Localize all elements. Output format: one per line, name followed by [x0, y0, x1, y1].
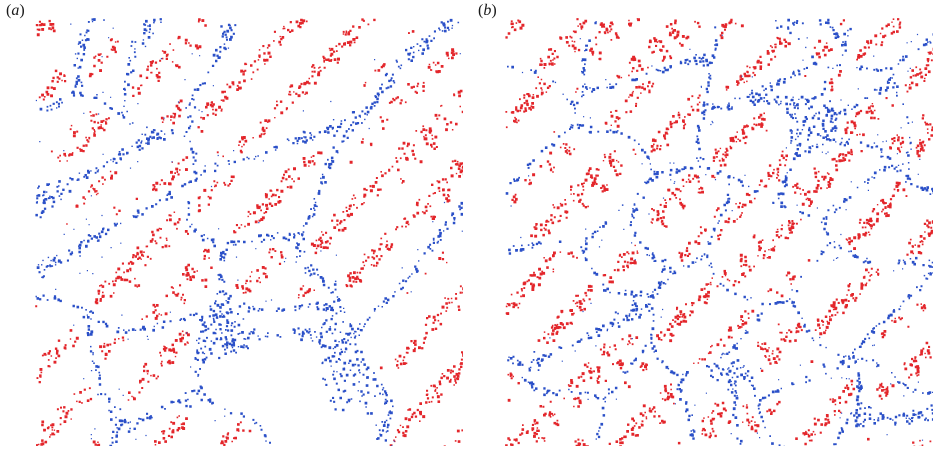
panel-a-image: [35, 18, 463, 446]
panel-b-label-close: ): [491, 2, 497, 19]
panel-a-label-close: ): [19, 2, 25, 19]
panel-a-label: (a): [6, 2, 25, 20]
panel-b-label-letter: b: [483, 2, 492, 19]
panel-background: [35, 18, 463, 446]
panel-b-image: [505, 18, 933, 446]
particle-points: [35, 18, 463, 446]
panel-b-label: (b): [478, 2, 497, 20]
panel-b-label-open: (: [478, 2, 484, 19]
panel-b-pattern: [505, 18, 933, 446]
panel-a-pattern: [35, 18, 463, 446]
panel-a-label-letter: a: [11, 2, 20, 19]
panel-a-label-open: (: [6, 2, 12, 19]
panel-background: [505, 18, 933, 446]
